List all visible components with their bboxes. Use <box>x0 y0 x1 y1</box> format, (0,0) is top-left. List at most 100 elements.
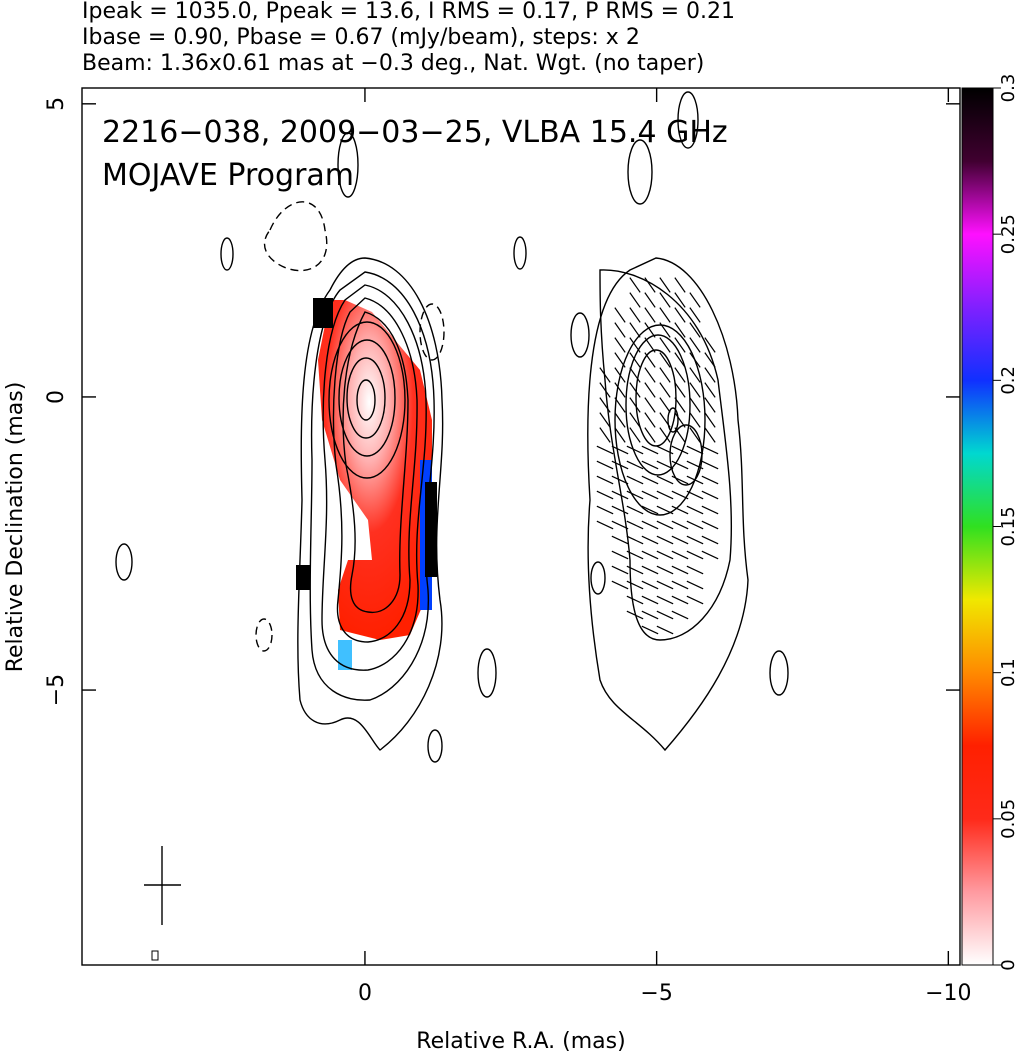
evpa-stick <box>701 550 719 560</box>
evpa-stick <box>644 367 656 383</box>
evpa-stick <box>701 490 719 500</box>
evpa-stick <box>686 595 704 605</box>
evpa-stick <box>704 337 716 353</box>
evpa-stick <box>671 490 689 500</box>
evpa-stick <box>614 307 626 323</box>
evpa-stick <box>641 625 659 635</box>
evpa-stick <box>626 595 644 605</box>
evpa-stick <box>674 397 686 413</box>
evpa-stick <box>704 427 716 443</box>
plot-frame <box>81 87 961 966</box>
evpa-stick <box>626 520 644 530</box>
evpa-stick <box>641 460 659 470</box>
evpa-stick <box>611 460 629 470</box>
evpa-stick <box>674 382 686 398</box>
beam <box>144 846 181 961</box>
evpa-stick <box>689 367 701 383</box>
evpa-stick <box>656 610 674 620</box>
evpa-stick <box>599 427 611 443</box>
evpa-stick <box>644 382 656 398</box>
contour <box>338 339 396 457</box>
evpa-stick <box>611 520 629 530</box>
evpa-stick <box>689 307 701 323</box>
evpa-stick <box>629 367 641 383</box>
evpa-stick <box>629 307 641 323</box>
evpa-stick <box>644 352 656 368</box>
y-tick-label: −5 <box>44 674 69 706</box>
contour <box>337 132 359 198</box>
evpa-stick <box>644 292 656 308</box>
evpa-stick <box>629 337 641 353</box>
title-line: Ibase = 0.90, Pbase = 0.67 (mJy/beam), s… <box>82 25 640 50</box>
evpa-stick <box>686 580 704 590</box>
evpa-stick <box>674 322 686 338</box>
evpa-stick <box>641 520 659 530</box>
evpa-stick <box>629 412 641 428</box>
evpa-stick <box>674 292 686 308</box>
colorbar-tick-label: 0.05 <box>998 799 1019 839</box>
contour <box>587 257 749 752</box>
evpa-stick <box>686 550 704 560</box>
evpa-stick <box>689 382 701 398</box>
annotation: MOJAVE Program <box>102 158 354 193</box>
evpa-stick <box>644 277 656 293</box>
evpa-stick <box>641 565 659 575</box>
evpa-stick <box>656 535 674 545</box>
evpa-stick <box>671 445 689 455</box>
contour <box>477 648 497 698</box>
evpa-stick <box>701 520 719 530</box>
evpa-stick <box>614 397 626 413</box>
colorbar-tick-label: 0.25 <box>998 214 1019 254</box>
evpa-stick <box>701 460 719 470</box>
evpa-stick <box>626 475 644 485</box>
contour <box>667 407 679 433</box>
contour <box>570 312 590 358</box>
evpa-stick <box>674 277 686 293</box>
contour <box>627 139 653 205</box>
evpa-stick <box>659 277 671 293</box>
evpa-stick <box>686 535 704 545</box>
evpa-stick <box>641 445 659 455</box>
y-tick-label: 0 <box>44 390 69 404</box>
evpa-stick <box>704 352 716 368</box>
evpa-stick <box>629 382 641 398</box>
fractional-polarization <box>318 300 432 640</box>
contour <box>625 334 691 476</box>
contour <box>356 379 376 421</box>
evpa-stick <box>599 382 611 398</box>
evpa-stick <box>656 625 674 635</box>
evpa-stick <box>641 535 659 545</box>
evpa-stick <box>701 445 719 455</box>
evpa-stick <box>671 610 689 620</box>
evpa-stick <box>704 382 716 398</box>
evpa-stick <box>656 580 674 590</box>
evpa-stick <box>674 412 686 428</box>
evpa-stick <box>659 337 671 353</box>
evpa-stick <box>629 322 641 338</box>
evpa-stick <box>659 352 671 368</box>
evpa-stick <box>659 412 671 428</box>
evpa-stick <box>656 595 674 605</box>
evpa-stick <box>644 307 656 323</box>
evpa-stick <box>641 505 659 515</box>
contour <box>309 271 435 701</box>
evpa-stick <box>689 397 701 413</box>
evpa-stick <box>644 322 656 338</box>
evpa-stick <box>626 505 644 515</box>
evpa-stick <box>674 367 686 383</box>
evpa-stick <box>626 535 644 545</box>
evpa-stick <box>656 490 674 500</box>
contour <box>346 357 386 439</box>
evpa-stick <box>626 490 644 500</box>
evpa-stick <box>656 550 674 560</box>
evpa-stick <box>614 367 626 383</box>
evpa-stick <box>704 397 716 413</box>
title: Ipeak = 1035.0, Ppeak = 13.6, I RMS = 0.… <box>82 0 735 76</box>
contour <box>614 324 706 516</box>
evpa-stick <box>596 445 614 455</box>
evpa-stick <box>671 535 689 545</box>
evpa-stick <box>596 505 614 515</box>
evpa-stick <box>686 490 704 500</box>
evpa-stick <box>641 610 659 620</box>
evpa-stick <box>704 367 716 383</box>
